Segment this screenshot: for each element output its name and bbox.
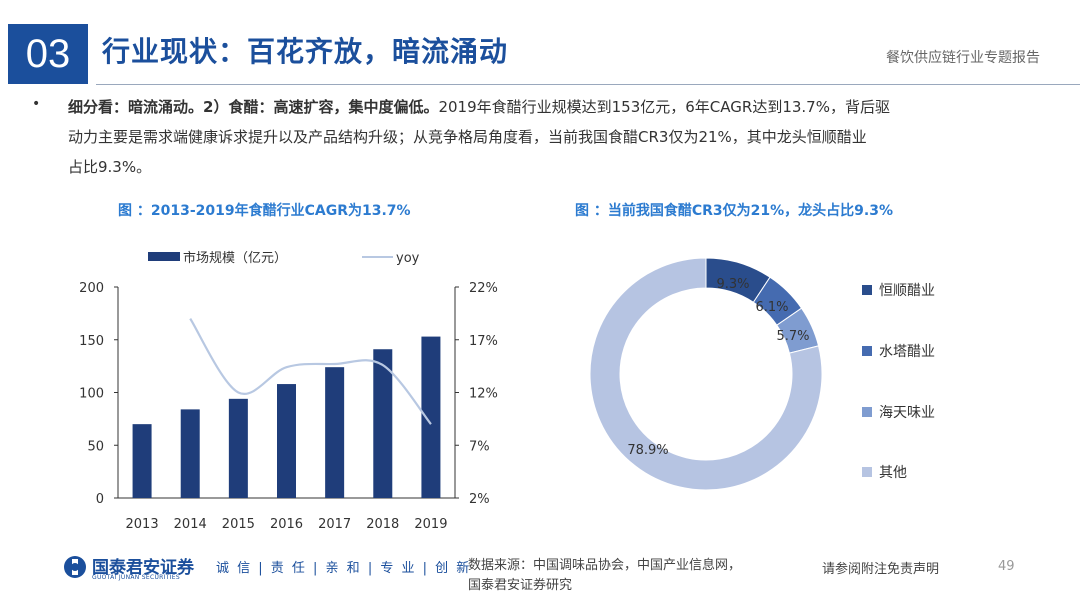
legend-label: 恒顺醋业 — [879, 283, 935, 299]
left-tick-label: 200 — [79, 281, 104, 296]
data-source-line-2: 国泰君安证券研究 — [468, 578, 573, 593]
legend-label: 其他 — [879, 465, 907, 481]
donut-slice-label: 9.3% — [716, 277, 749, 292]
data-source-note: 数据来源：中国调味品协会，中国产业信息网， 国泰君安证券研究 — [468, 556, 798, 596]
summary-text-3: 占比9.3%。 — [68, 158, 152, 176]
data-source-line-1: 数据来源：中国调味品协会，中国产业信息网， — [468, 558, 742, 573]
right-tick-label: 17% — [469, 334, 498, 349]
summary-paragraph: 细分看：暗流涌动。2）食醋：高速扩容，集中度偏低。2019年食醋行业规模达到15… — [68, 92, 1048, 182]
yoy-line — [189, 318, 432, 425]
legend-swatch — [862, 285, 872, 295]
x-tick-label: 2014 — [174, 517, 207, 532]
x-tick-label: 2016 — [270, 517, 303, 532]
x-tick-label: 2015 — [222, 517, 255, 532]
company-logo-icon — [64, 556, 86, 578]
legend-swatch — [862, 407, 872, 417]
bar-2016 — [277, 384, 296, 498]
bullet-marker: • — [32, 96, 41, 112]
header-divider — [96, 84, 1080, 85]
bar-2017 — [325, 367, 345, 498]
bar-chart-title: 图 ：2013-2019年食醋行业CAGR为13.7% — [118, 203, 411, 219]
legend-line-label: yoy — [396, 251, 420, 266]
left-tick-label: 150 — [79, 334, 104, 349]
bar-2018 — [373, 349, 393, 498]
legend-bar-swatch — [148, 252, 180, 261]
page-title: 行业现状：百花齐放，暗流涌动 — [102, 35, 509, 68]
donut-slice-label: 6.1% — [755, 300, 788, 315]
bar-2015 — [228, 398, 248, 498]
x-tick-label: 2018 — [366, 517, 399, 532]
report-name: 餐饮供应链行业专题报告 — [886, 50, 1040, 66]
x-tick-label: 2017 — [318, 517, 351, 532]
donut-chart: 9.3% 6.1% 5.7% 78.9% — [589, 257, 823, 491]
legend-swatch — [862, 467, 872, 477]
page-number: 49 — [998, 559, 1015, 574]
footer-slogan: 诚 信 | 责 任 | 亲 和 | 专 业 | 创 新 — [216, 561, 472, 576]
left-tick-label: 50 — [87, 439, 104, 454]
bar-2014 — [180, 409, 200, 498]
bar-2013 — [132, 424, 152, 498]
donut-slice-3 — [589, 257, 823, 491]
bar-line-chart: 0 50 100 150 200 2% 7% 12% 17% 22% 2013 2014 2015 201… — [79, 250, 498, 532]
disclaimer-link[interactable]: 请参阅附注免责声明 — [822, 562, 940, 577]
right-tick-label: 2% — [469, 492, 490, 507]
legend-label: 海天味业 — [879, 405, 935, 421]
right-tick-label: 7% — [469, 439, 490, 454]
section-number: 03 — [8, 24, 88, 84]
left-tick-label: 100 — [79, 387, 104, 402]
company-logo-text: 国泰君安证券 — [92, 558, 194, 578]
x-tick-label: 2019 — [414, 517, 447, 532]
legend-swatch — [862, 346, 872, 356]
right-tick-label: 22% — [469, 281, 498, 296]
summary-text-2: 动力主要是需求端健康诉求提升以及产品结构升级；从竞争格局角度看，当前我国食醋CR… — [68, 128, 867, 146]
bar-2019 — [421, 336, 441, 498]
donut-chart-title: 图 ：当前我国食醋CR3仅为21%，龙头占比9.3% — [575, 203, 894, 219]
legend-bar-label: 市场规模（亿元） — [183, 250, 287, 266]
company-logo-subtext: GUOTAI JUNAN SECURITIES — [92, 574, 180, 581]
left-tick-label: 0 — [96, 492, 104, 507]
legend-label: 水塔醋业 — [879, 344, 935, 360]
donut-slice-label: 5.7% — [776, 329, 809, 344]
summary-text-1: 2019年食醋行业规模达到153亿元，6年CAGR达到13.7%，背后驱 — [438, 98, 890, 116]
summary-lead: 细分看：暗流涌动。2）食醋：高速扩容，集中度偏低。 — [68, 98, 439, 116]
right-tick-label: 12% — [469, 387, 498, 402]
donut-slice-label: 78.9% — [627, 443, 668, 458]
x-tick-label: 2013 — [126, 517, 159, 532]
